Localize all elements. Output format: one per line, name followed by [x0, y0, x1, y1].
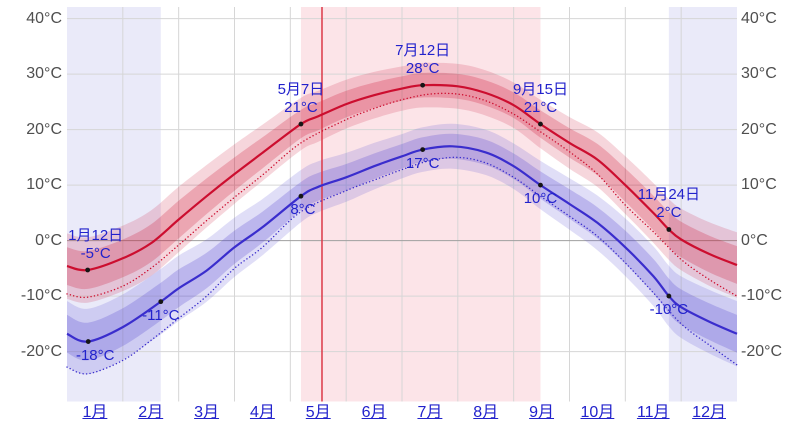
data-point-dot: [85, 339, 91, 344]
annotation-temp-label: 21°C: [284, 99, 318, 117]
annotation-temp-label: -11°C: [142, 306, 180, 324]
y-tick-label-left: -20°C: [20, 342, 62, 360]
average-high-band-outer: [67, 62, 737, 303]
y-tick-label-left: -10°C: [20, 287, 62, 305]
month-label-9[interactable]: 9月: [529, 404, 555, 421]
y-tick-label-left: 20°C: [26, 120, 62, 138]
month-label-8[interactable]: 8月: [473, 404, 499, 421]
data-point-dot: [420, 82, 426, 88]
month-label-10[interactable]: 10月: [580, 404, 615, 421]
month-label-7[interactable]: 7月: [417, 404, 443, 421]
data-point-dot: [666, 227, 672, 232]
month-label-1[interactable]: 1月: [82, 404, 108, 421]
annotation-temp-label: 8°C: [290, 201, 316, 219]
data-point-dot: [298, 193, 304, 199]
data-point-dot: [538, 182, 543, 188]
data-point-dot: [538, 121, 543, 127]
y-tick-label-right: 30°C: [741, 65, 777, 83]
temperature-curves: [66, 83, 738, 375]
month-label-2[interactable]: 2月: [138, 404, 164, 421]
annotation-temp-label: -10°C: [649, 301, 689, 319]
y-tick-label-right: -20°C: [741, 342, 783, 360]
low-dotted-curve: [66, 156, 738, 375]
month-label-3[interactable]: 3月: [194, 404, 220, 421]
annotation-date-label: 5月7日: [277, 81, 325, 99]
average-high-band-inner: [67, 72, 737, 290]
y-tick-label-right: 40°C: [741, 9, 777, 27]
y-tick-label-left: 40°C: [26, 9, 62, 27]
annotation-date-label: 1月12日: [68, 227, 124, 244]
annotation-temp-label: 28°C: [405, 60, 440, 78]
annotation-temp-label: 21°C: [523, 99, 558, 117]
y-tick-label-right: 20°C: [741, 120, 777, 138]
annotation-temp-label: 10°C: [523, 190, 558, 208]
high-dotted-curve: [66, 92, 738, 299]
month-label-5[interactable]: 5月: [305, 404, 331, 421]
annotation-temp-label: 17°C: [405, 154, 440, 172]
annotation-temp-label: -5°C: [80, 245, 111, 262]
data-point-dot: [85, 267, 91, 273]
average-high-curve: [66, 83, 738, 272]
cold-season-left-background: [67, 7, 161, 402]
data-point-dot: [420, 147, 426, 152]
data-point-dot: [666, 293, 672, 299]
annotation-temp-label: -18°C: [75, 346, 115, 364]
annotation-date-label: 11月24日: [637, 186, 701, 204]
temperature-bands: [67, 62, 737, 375]
y-tick-label-right: 10°C: [741, 176, 777, 194]
data-point-dot: [158, 299, 164, 305]
y-tick-label-left: 10°C: [26, 176, 62, 194]
warm-season-background: [300, 7, 541, 402]
month-label-11[interactable]: 11月: [636, 404, 670, 421]
month-label-4[interactable]: 4月: [249, 404, 275, 421]
month-label-6[interactable]: 6月: [361, 404, 387, 421]
average-low-band-outer: [67, 123, 737, 375]
annotation-date-label: 9月15日: [512, 81, 568, 99]
y-tick-label-right: -10°C: [741, 287, 783, 305]
average-low-curve: [66, 145, 738, 343]
y-tick-label-left: 0°C: [35, 231, 62, 249]
annotation-date-label: 7月12日: [395, 42, 451, 60]
y-tick-label-left: 30°C: [26, 65, 62, 83]
month-label-12[interactable]: 12月: [692, 404, 726, 421]
annotation-temp-label: 2°C: [656, 204, 682, 222]
cold-season-right-background: [668, 7, 737, 402]
season-backgrounds: [67, 7, 737, 402]
annotation-dots: [85, 82, 672, 344]
average-low-band-inner: [67, 133, 737, 361]
data-point-dot: [298, 121, 304, 127]
y-tick-label-right: 0°C: [741, 231, 768, 249]
